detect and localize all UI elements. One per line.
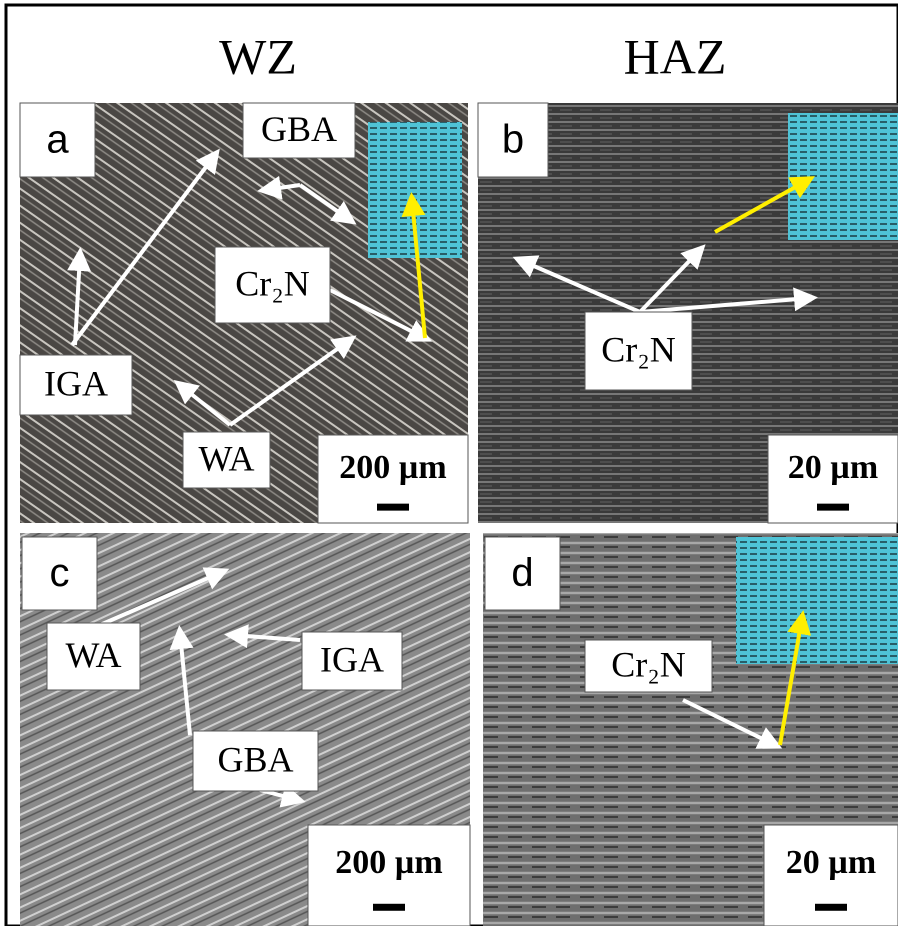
phase-label: Cr₂N bbox=[235, 263, 310, 303]
scale-bar bbox=[377, 504, 409, 511]
figure: WZ HAZ a GBA Cr₂N IGA WA 200 µm b Cr₂N 20 µm c WA I… bbox=[0, 0, 898, 926]
panel-letter: b bbox=[502, 118, 524, 162]
scale-text: 200 µm bbox=[335, 844, 442, 881]
scale-bar bbox=[817, 504, 849, 511]
scale-bar bbox=[373, 904, 405, 911]
inset bbox=[788, 113, 898, 240]
scale-text: 20 µm bbox=[788, 449, 878, 486]
phase-label: WA bbox=[199, 438, 255, 478]
scale-bar bbox=[815, 904, 847, 911]
scale-text: 20 µm bbox=[786, 844, 876, 881]
phase-label: IGA bbox=[44, 363, 108, 403]
panel-letter: c bbox=[50, 551, 70, 595]
phase-label: IGA bbox=[320, 639, 384, 679]
column-title: HAZ bbox=[624, 28, 727, 84]
scale-text: 200 µm bbox=[339, 449, 446, 486]
inset bbox=[736, 537, 898, 664]
phase-label: WA bbox=[66, 635, 122, 675]
phase-label: GBA bbox=[261, 109, 337, 149]
phase-label: Cr₂N bbox=[601, 329, 676, 369]
phase-label: Cr₂N bbox=[611, 644, 686, 684]
column-title: WZ bbox=[219, 28, 297, 84]
phase-label: GBA bbox=[217, 739, 293, 779]
panel-letter: a bbox=[46, 118, 69, 162]
panel-letter: d bbox=[511, 551, 533, 595]
